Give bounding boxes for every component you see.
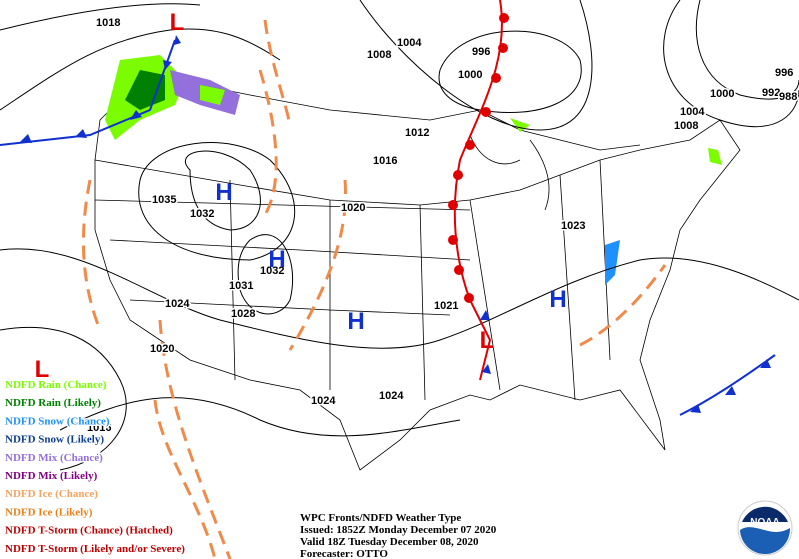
isobars [0,0,799,471]
isobar-labels: 1018 1004 1008 996 1000 996 1000 992 988… [86,16,799,436]
isobar-label: 1008 [367,49,391,61]
legend-entry: NDFD T-Storm (Chance) (Hatched) [5,525,173,537]
isobar-label: 1024 [311,395,336,407]
legend-entry: NDFD Snow (Chance) [5,415,110,427]
isobar-label: 1020 [341,202,365,214]
high-center: H [215,179,232,206]
info-line: Issued: 1852Z Monday December 07 2020 [300,524,497,536]
isobar-label: 1024 [165,298,190,310]
isobar-label: 1004 [680,106,705,118]
info-line: WPC Fronts/NDFD Weather Type [300,512,461,524]
isobar-label: 988 [779,91,797,103]
isobar-label: 1021 [434,300,458,312]
isobar-label: 1024 [379,390,404,402]
fronts [0,0,776,559]
isobar-label: 1016 [373,155,397,167]
legend-entry: NDFD Mix (Likely) [5,470,98,482]
isobar-label: 996 [775,67,793,79]
legend-entry: NDFD Mix (Chance) [5,452,103,464]
isobar-label: 1008 [674,120,698,132]
legend: NDFD Rain (Chance) NDFD Rain (Likely) NDFD… [4,378,187,557]
precipitation [105,55,722,285]
isobar-label: 1020 [150,343,174,355]
high-center: H [549,286,566,313]
low-center: L [170,9,185,36]
high-center: H [347,308,364,335]
info-line: Forecaster: OTTO [300,548,388,559]
legend-entry: NDFD Ice (Likely) [5,506,93,518]
isobar-label: 1004 [397,37,422,49]
isobar-label: 1035 [152,194,176,206]
legend-entry: NDFD Rain (Likely) [5,397,101,409]
isobar-label: 1018 [96,17,120,29]
noaa-logo: NOAA [737,500,793,556]
isobar-label: 1032 [190,208,214,220]
isobar-label: 1016 [87,422,111,434]
isobar-label: 1023 [561,220,585,232]
legend-entry: NDFD Rain (Chance) [5,379,107,391]
geography [94,69,741,471]
low-center: L [480,327,495,354]
isobar-label: 992 [762,87,780,99]
logo-text: NOAA [750,517,779,528]
info-block: WPC Fronts/NDFD Weather Type Issued: 185… [300,512,497,559]
info-line: Valid 18Z Tuesday December 08, 2020 [300,536,479,548]
legend-entry: NDFD Ice (Chance) [5,488,98,500]
isobar-label: 1012 [405,127,429,139]
pressure-centers: L L L H H H H [35,9,567,383]
isobar-label: 1031 [229,280,253,292]
isobar-label: 1032 [260,265,284,277]
isobar-label: 1028 [231,308,255,320]
low-center: L [35,356,50,383]
isobar-label: 996 [472,46,490,58]
isobar-label: 1000 [458,69,482,81]
high-center: H [268,246,285,273]
isobar-label: 1000 [710,88,734,100]
legend-entry: NDFD T-Storm (Likely and/or Severe) [5,543,185,555]
legend-entry: NDFD Snow (Likely) [5,434,104,446]
